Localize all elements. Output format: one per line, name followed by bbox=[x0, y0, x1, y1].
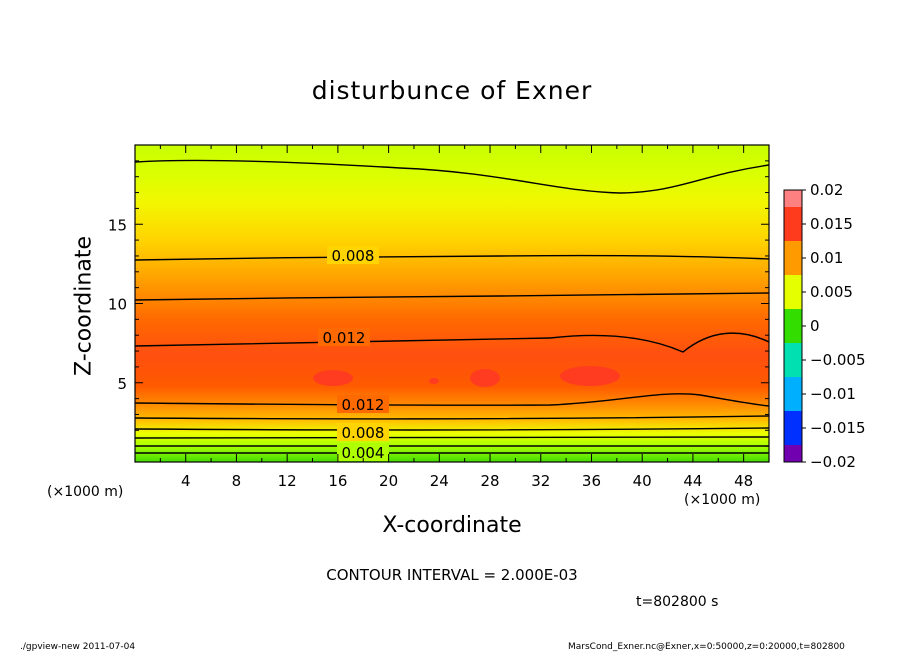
max-patch bbox=[470, 369, 500, 387]
x-tick-label: 28 bbox=[480, 472, 499, 490]
colorbar-segment bbox=[784, 275, 802, 293]
colorbar-segment bbox=[784, 258, 802, 276]
colorbar-tick-label: −0.005 bbox=[810, 351, 866, 369]
x-tick-label: 8 bbox=[232, 472, 242, 490]
colorbar-segment bbox=[784, 207, 802, 225]
max-patch bbox=[560, 366, 620, 386]
contour-label-bg bbox=[337, 423, 389, 441]
x-tick-label: 20 bbox=[379, 472, 398, 490]
colorbar: 0.02 0.015 0.01 0.005 0 −0.005 −0.01 −0.015 −0.0… bbox=[783, 181, 866, 471]
y-axis-title: Z-coordinate bbox=[71, 236, 97, 376]
contour-labels: 0.008 0.012 0.012 0.008 0.004 bbox=[318, 246, 389, 462]
contour-line bbox=[134, 254, 770, 261]
colorbar-segment bbox=[784, 411, 802, 429]
contour-line bbox=[134, 332, 770, 353]
colorbar-tick-label: −0.015 bbox=[810, 419, 866, 437]
colorbar-segment bbox=[784, 360, 802, 378]
contour-interval-label: CONTOUR INTERVAL = 2.000E-03 bbox=[326, 566, 578, 584]
contour-line bbox=[134, 292, 770, 301]
footer-right: MarsCond_Exner.nc@Exner,x=0:50000,z=0:20… bbox=[568, 642, 845, 652]
x-axis-unit-label: (×1000 m) bbox=[47, 484, 124, 500]
x-tick-label: 16 bbox=[328, 472, 347, 490]
x-tick-label: 24 bbox=[430, 472, 449, 490]
max-patch bbox=[429, 378, 439, 384]
x-tick-label: 48 bbox=[734, 472, 753, 490]
contour-label-bg bbox=[337, 395, 389, 413]
colorbar-segment bbox=[784, 241, 802, 259]
y-tick-label: 15 bbox=[108, 216, 127, 234]
contour-label-bg bbox=[318, 328, 370, 346]
maximum-patches bbox=[313, 366, 620, 387]
colorbar-segment bbox=[784, 445, 802, 463]
contour-line bbox=[134, 445, 770, 448]
colorbar-tick-label: 0.01 bbox=[810, 249, 843, 267]
x-tick-label: 12 bbox=[278, 472, 297, 490]
y-axis-ticks: 5 10 15 bbox=[108, 160, 769, 447]
contour-field bbox=[135, 145, 769, 462]
x-tick-label: 40 bbox=[633, 472, 652, 490]
colorbar-tick-label: 0.015 bbox=[810, 215, 853, 233]
x-tick-label: 4 bbox=[181, 472, 191, 490]
contour-label-bg bbox=[337, 443, 389, 461]
colorbar-segment bbox=[784, 224, 802, 242]
contour-label: 0.004 bbox=[342, 444, 385, 462]
contour-line bbox=[134, 452, 770, 455]
y-tick-label: 10 bbox=[108, 296, 127, 314]
contour-line bbox=[134, 415, 770, 420]
colorbar-tick-label: 0.005 bbox=[810, 283, 853, 301]
colorbar-tick-label: −0.01 bbox=[810, 385, 856, 403]
contour-line bbox=[134, 393, 770, 407]
y-axis-unit-label: (×1000 m) bbox=[684, 492, 761, 508]
contour-label: 0.008 bbox=[342, 424, 385, 442]
colorbar-segment bbox=[784, 190, 802, 208]
colorbar-segment bbox=[784, 292, 802, 310]
time-label: t=802800 s bbox=[636, 594, 719, 610]
x-tick-label: 44 bbox=[683, 472, 702, 490]
colorbar-segment bbox=[784, 377, 802, 395]
contour-line bbox=[134, 159, 770, 194]
colorbar-tick-label: −0.02 bbox=[810, 453, 856, 471]
colorbar-segment bbox=[784, 309, 802, 327]
y-tick-label: 5 bbox=[117, 375, 127, 393]
contour-label: 0.008 bbox=[332, 247, 375, 265]
colorbar-tick-label: 0.02 bbox=[810, 181, 843, 199]
contour-label: 0.012 bbox=[323, 329, 366, 347]
chart-title: disturbunce of Exner bbox=[311, 76, 593, 105]
footer-left: ./gpview-new 2011-07-04 bbox=[20, 642, 136, 652]
contour-line bbox=[134, 427, 770, 431]
contour-label-bg bbox=[327, 246, 379, 264]
colorbar-segment bbox=[784, 343, 802, 361]
colorbar-segment bbox=[784, 326, 802, 344]
x-axis-title: X-coordinate bbox=[382, 513, 522, 538]
colorbar-tick-label: 0 bbox=[810, 317, 820, 335]
contour-label: 0.012 bbox=[342, 396, 385, 414]
x-tick-label: 36 bbox=[582, 472, 601, 490]
colorbar-segment bbox=[784, 394, 802, 412]
x-axis-ticks: 4 8 12 16 20 24 28 32 36 40 44 48 bbox=[159, 145, 753, 490]
max-patch bbox=[313, 370, 353, 386]
x-tick-label: 32 bbox=[531, 472, 550, 490]
colorbar-segment bbox=[784, 428, 802, 446]
